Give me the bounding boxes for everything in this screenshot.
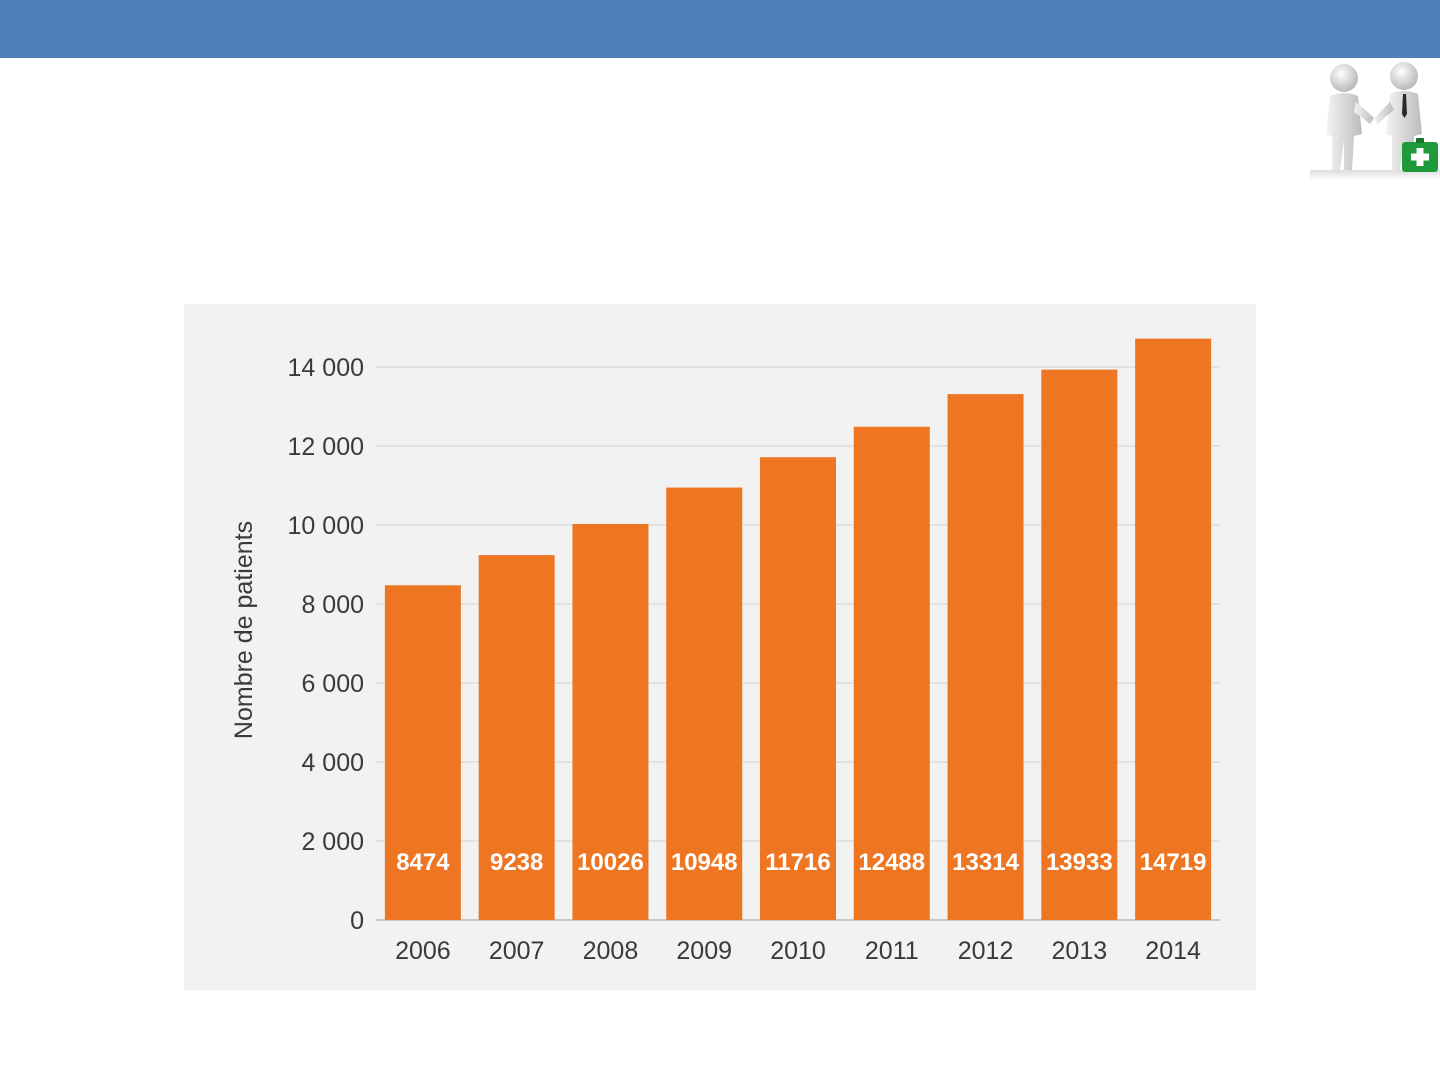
x-tick-label: 2011 bbox=[865, 937, 919, 965]
bar-2013 bbox=[1041, 369, 1118, 920]
x-tick-label: 2007 bbox=[489, 937, 545, 965]
x-tick-label: 2006 bbox=[395, 937, 451, 965]
bar-2007 bbox=[478, 555, 555, 920]
bar-data-labels: 8474 9238 10026 10948 11716 12488 13314 13933 14… bbox=[396, 849, 1206, 876]
y-tick-label: 2 000 bbox=[301, 828, 364, 856]
bar-2014 bbox=[1135, 338, 1212, 920]
y-tick-label: 10 000 bbox=[288, 512, 364, 540]
bar-2008 bbox=[572, 523, 649, 920]
x-tick-label: 2010 bbox=[770, 937, 826, 965]
x-tick-label: 2014 bbox=[1145, 937, 1201, 965]
bar-2009 bbox=[666, 487, 743, 920]
y-tick-label: 8 000 bbox=[301, 591, 364, 619]
medical-kit-icon bbox=[1402, 138, 1438, 172]
x-tick-label: 2009 bbox=[676, 937, 732, 965]
bar-data-label: 13314 bbox=[952, 849, 1019, 876]
bar-data-label: 12488 bbox=[858, 849, 925, 876]
bar-2011 bbox=[853, 426, 930, 920]
bar-data-label: 14719 bbox=[1140, 849, 1207, 876]
y-tick-labels: 0 2 000 4 000 6 000 8 000 10 000 12 000 14 000 bbox=[288, 354, 364, 935]
bar-data-label: 11716 bbox=[765, 849, 830, 876]
bar-data-label: 10026 bbox=[577, 849, 644, 876]
bar-2012 bbox=[947, 394, 1024, 920]
bar-2010 bbox=[760, 457, 836, 920]
y-axis-label: Nombre de patients bbox=[230, 521, 258, 739]
x-tick-label: 2008 bbox=[583, 937, 639, 965]
y-tick-label: 0 bbox=[350, 907, 364, 935]
bar-2006 bbox=[384, 585, 461, 920]
bars bbox=[384, 338, 1212, 920]
business-handshake-icon bbox=[1310, 62, 1440, 180]
x-tick-labels: 2006 2007 2008 2009 2010 2011 2012 2013 2014 bbox=[395, 937, 1201, 965]
y-tick-label: 12 000 bbox=[288, 433, 364, 461]
bar-data-label: 8474 bbox=[396, 849, 450, 876]
bar-data-label: 9238 bbox=[490, 849, 543, 876]
y-tick-label: 14 000 bbox=[288, 354, 364, 382]
header-bar bbox=[0, 0, 1440, 58]
bar-data-label: 13933 bbox=[1046, 849, 1113, 876]
x-tick-label: 2012 bbox=[958, 937, 1014, 965]
y-tick-label: 6 000 bbox=[301, 670, 364, 698]
bar-data-label: 10948 bbox=[671, 849, 738, 876]
y-tick-label: 4 000 bbox=[301, 749, 364, 777]
x-tick-label: 2013 bbox=[1052, 937, 1108, 965]
